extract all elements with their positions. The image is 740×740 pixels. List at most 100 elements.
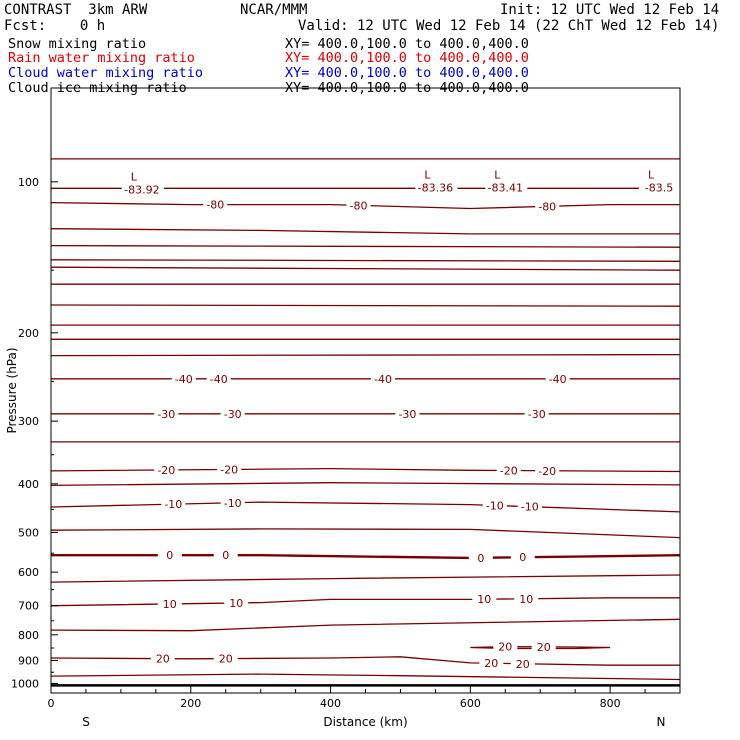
y-tick-label: 400 (18, 478, 39, 491)
contour-label: -20 (220, 463, 238, 476)
contour-label-bg (157, 549, 182, 562)
y-tick-label: 800 (18, 629, 39, 642)
contour-label: 20 (156, 653, 170, 666)
contour-label-bg (468, 551, 493, 564)
contour-label-bg (217, 463, 242, 476)
contour-label: -40 (374, 373, 392, 386)
contour-label-bg (220, 496, 245, 509)
contour-line (51, 304, 680, 307)
contour-label: -80 (206, 199, 224, 212)
contour-label-bg (482, 499, 507, 512)
contour-label-bg (206, 372, 231, 385)
legend-snow-xy: XY= 400.0,100.0 to 400.0,400.0 (285, 36, 529, 52)
legend-cloud-water-label: Cloud water mixing ratio (8, 65, 204, 81)
contour-label-bg (535, 200, 560, 213)
contour-group: -80 -80 -80 -40 -40 -40 -40 -30 -30 -30 -30 -20 -20 -… (51, 158, 680, 681)
contour-line (51, 244, 680, 248)
contour-label: -30 (224, 408, 242, 421)
x-axis-label: Distance (km) (323, 715, 407, 729)
contour-label: -80 (350, 199, 368, 212)
contour-label: 20 (219, 653, 233, 666)
contour-label-bg (224, 596, 249, 609)
contour-label: -20 (500, 465, 518, 478)
contour-label: -30 (398, 408, 416, 421)
contour-line (51, 501, 680, 513)
contour-line (51, 656, 680, 666)
y-tick-label: 1000 (11, 677, 39, 690)
contour-label: 0 (222, 549, 229, 562)
contour-line (51, 266, 680, 271)
contour-line (51, 467, 680, 473)
contour-line (51, 353, 680, 357)
contour-label-bg (157, 597, 182, 610)
low-marker: L (648, 168, 655, 181)
low-marker: L (424, 168, 431, 181)
model-title: CONTRAST 3km ARW (4, 2, 148, 18)
contour-label-bg (370, 372, 395, 385)
init-time: Init: 12 UTC Wed 12 Feb 14 (500, 2, 720, 18)
contour-label: -10 (486, 499, 504, 512)
contour-label-bg (220, 407, 245, 420)
contour-label-bg (346, 199, 371, 212)
contour-label: -20 (538, 465, 556, 478)
forecast-hour: Fcst: 0 h (4, 18, 106, 34)
y-tick-label: 600 (18, 566, 39, 579)
x-tick-label: 400 (320, 697, 341, 710)
contour-label: 20 (516, 658, 530, 671)
contour-label: 10 (519, 593, 533, 606)
contour-label-bg (203, 198, 228, 211)
x-tick-label: 800 (600, 697, 621, 710)
contour-line (51, 528, 680, 539)
min-value-label: -83.5 (645, 181, 673, 194)
y-axis-label: Pressure (hPa) (5, 347, 19, 433)
plot-frame (50, 87, 681, 694)
legend-cloud-ice-xy: XY= 400.0,100.0 to 400.0,400.0 (285, 80, 529, 96)
contour-label: 10 (163, 598, 177, 611)
contour-label: -40 (175, 373, 193, 386)
contour-label: 20 (498, 641, 512, 654)
contour-label: -40 (549, 373, 567, 386)
contour-label: -80 (538, 200, 556, 213)
contour-label: 20 (537, 641, 551, 654)
min-value-bg (485, 181, 528, 194)
contour-label-bg (154, 463, 179, 476)
valid-time: Valid: 12 UTC Wed 12 Feb 14 (22 ChT Wed … (298, 18, 720, 34)
contour-line (51, 201, 680, 210)
y-tick-label: 200 (18, 327, 39, 340)
y-tick-label: 500 (18, 526, 39, 539)
contour-label: -10 (521, 501, 539, 514)
x-tick-label: 600 (460, 697, 481, 710)
contour-label-bg (524, 407, 549, 420)
contour-line (51, 597, 680, 607)
contour-label-bg (510, 657, 535, 670)
direction-north: N (657, 715, 666, 729)
contour-label: 0 (519, 551, 526, 564)
contour-label-bg (535, 464, 560, 477)
center-title: NCAR/MMM (240, 2, 308, 18)
contour-label-bg (395, 407, 420, 420)
legend-cloud-ice-label: Cloud ice mixing ratio (8, 80, 187, 96)
contour-label-bg (213, 549, 238, 562)
contour-label: 10 (477, 593, 491, 606)
contour-label: 0 (477, 552, 484, 565)
low-marker: L (494, 168, 501, 181)
contour-label: -10 (224, 497, 242, 510)
min-value-bg (639, 181, 680, 194)
y-tick-label: 900 (18, 654, 39, 667)
contour-line (51, 554, 680, 560)
contour-label-bg (496, 464, 521, 477)
legend-rain-xy: XY= 400.0,100.0 to 400.0,400.0 (285, 50, 529, 66)
min-value-label: -83.41 (488, 181, 523, 194)
contour-line (51, 673, 680, 681)
contour-label-bg (472, 593, 497, 606)
contour-label-bg (514, 592, 539, 605)
legend-snow-label: Snow mixing ratio (8, 36, 147, 52)
low-marker: L (131, 171, 138, 184)
contour-label-bg (510, 551, 535, 564)
contour-label-bg (161, 498, 186, 511)
y-tick-label: 100 (18, 176, 39, 189)
contour-label: 20 (484, 657, 498, 670)
contour-label: -10 (164, 498, 182, 511)
direction-south: S (82, 715, 90, 729)
